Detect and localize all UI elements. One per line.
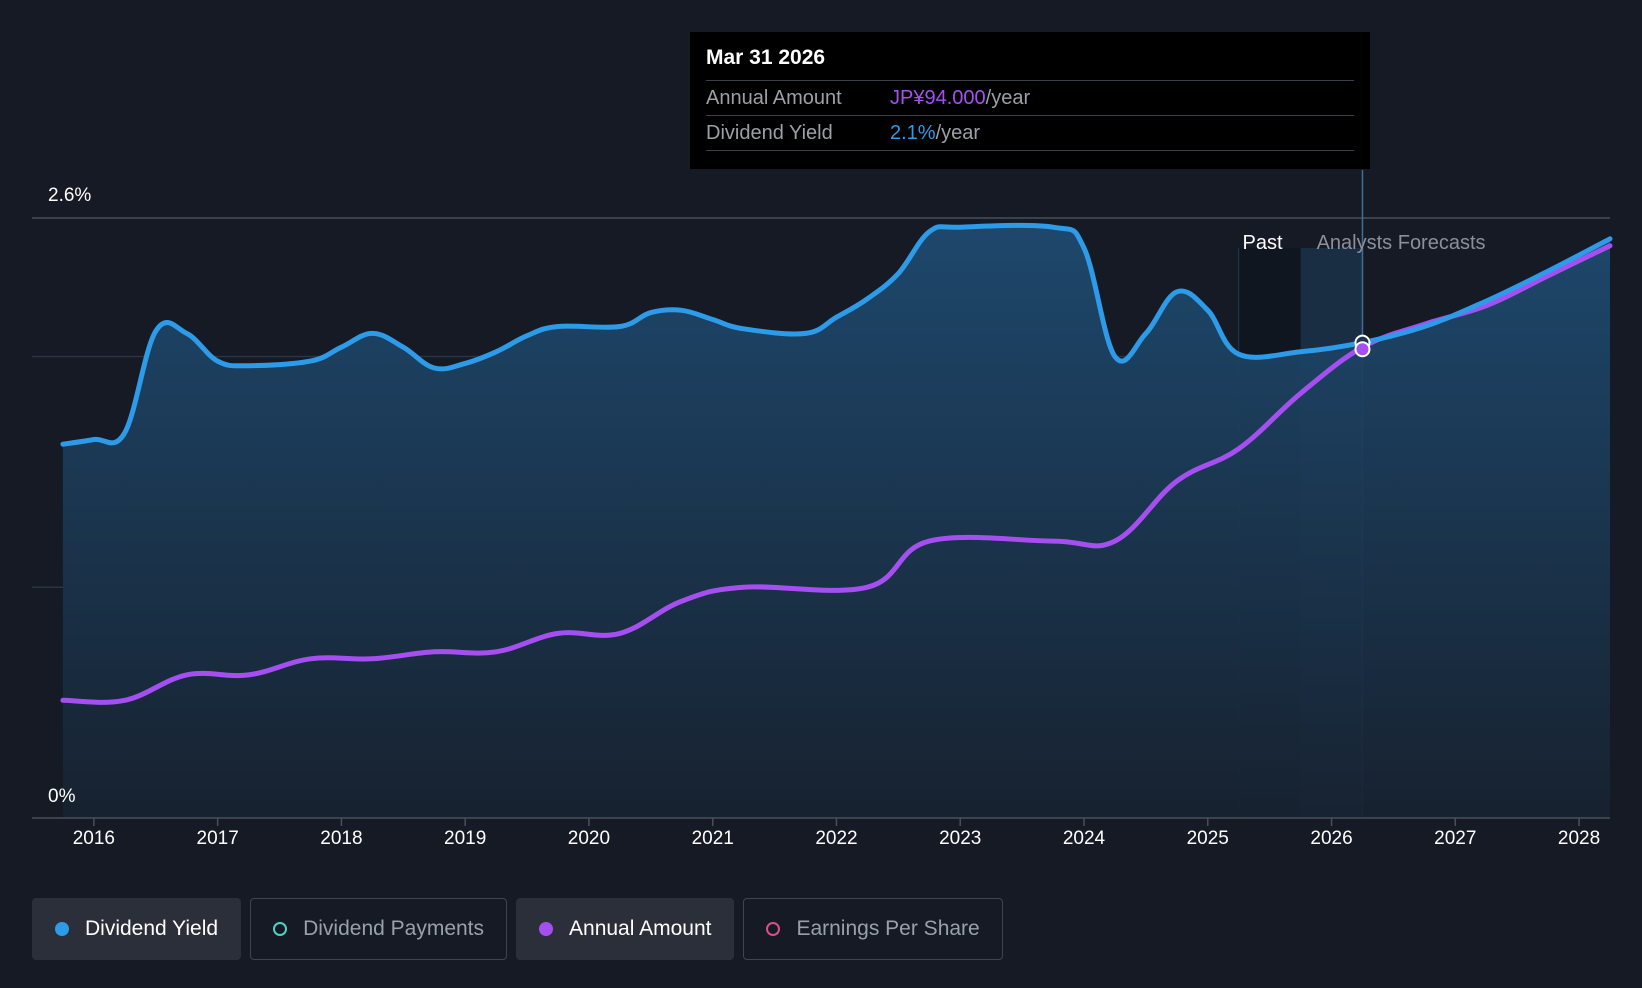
legend-dividend-payments[interactable]: Dividend Payments	[250, 898, 508, 960]
x-tick-label: 2017	[197, 828, 239, 849]
legend-earnings-per-share[interactable]: Earnings Per Share	[743, 898, 1003, 960]
x-tick-label: 2018	[320, 828, 362, 849]
y-tick-label: 2.6%	[48, 185, 91, 206]
forecast-region-label: Analysts Forecasts	[1317, 232, 1486, 254]
legend-label: Earnings Per Share	[796, 917, 980, 940]
tooltip-date: Mar 31 2026	[706, 46, 1354, 81]
chart-tooltip: Mar 31 2026 Annual Amount JP¥94.000 /yea…	[690, 32, 1370, 169]
tooltip-value: JP¥94.000	[890, 86, 986, 109]
dividend-yield-area	[62, 225, 1610, 819]
tooltip-suffix: /year	[985, 86, 1031, 109]
legend-label: Dividend Yield	[85, 917, 219, 940]
x-tick-label: 2019	[444, 828, 486, 849]
annual-amount-marker	[1354, 341, 1371, 358]
x-tick-label: 2025	[1187, 828, 1229, 849]
past-region-label: Past	[1243, 232, 1283, 254]
x-tick-label: 2026	[1310, 828, 1352, 849]
legend-annual-amount[interactable]: Annual Amount	[516, 898, 735, 960]
x-tick-label: 2022	[815, 828, 857, 849]
x-tick-label: 2024	[1063, 828, 1106, 849]
x-tick-label: 2021	[692, 828, 734, 849]
tooltip-label: Dividend Yield	[706, 121, 833, 144]
legend-label: Dividend Payments	[303, 917, 485, 940]
tooltip-value: 2.1%	[890, 121, 936, 144]
tooltip-label: Annual Amount	[706, 86, 842, 109]
tooltip-row-annual-amount: Annual Amount JP¥94.000 /year	[706, 81, 1354, 116]
filled-dot-icon	[539, 922, 554, 936]
x-tick-label: 2023	[939, 828, 981, 849]
hollow-dot-icon	[273, 922, 288, 936]
legend-label: Annual Amount	[569, 917, 712, 940]
x-tick-label: 2016	[73, 828, 115, 849]
x-tick-label: 2027	[1434, 828, 1476, 849]
tooltip-suffix: /year	[935, 121, 981, 144]
chart-legend: Dividend Yield Dividend Payments Annual …	[32, 898, 1003, 960]
legend-dividend-yield[interactable]: Dividend Yield	[32, 898, 242, 960]
x-tick-label: 2028	[1558, 828, 1600, 849]
hollow-dot-icon	[766, 922, 781, 936]
dividend-yield-line	[60, 222, 1613, 447]
x-tick-label: 2020	[568, 828, 610, 849]
filled-dot-icon	[55, 922, 69, 936]
tooltip-row-dividend-yield: Dividend Yield 2.1% /year	[706, 116, 1354, 151]
y-tick-label: 0%	[48, 786, 76, 807]
